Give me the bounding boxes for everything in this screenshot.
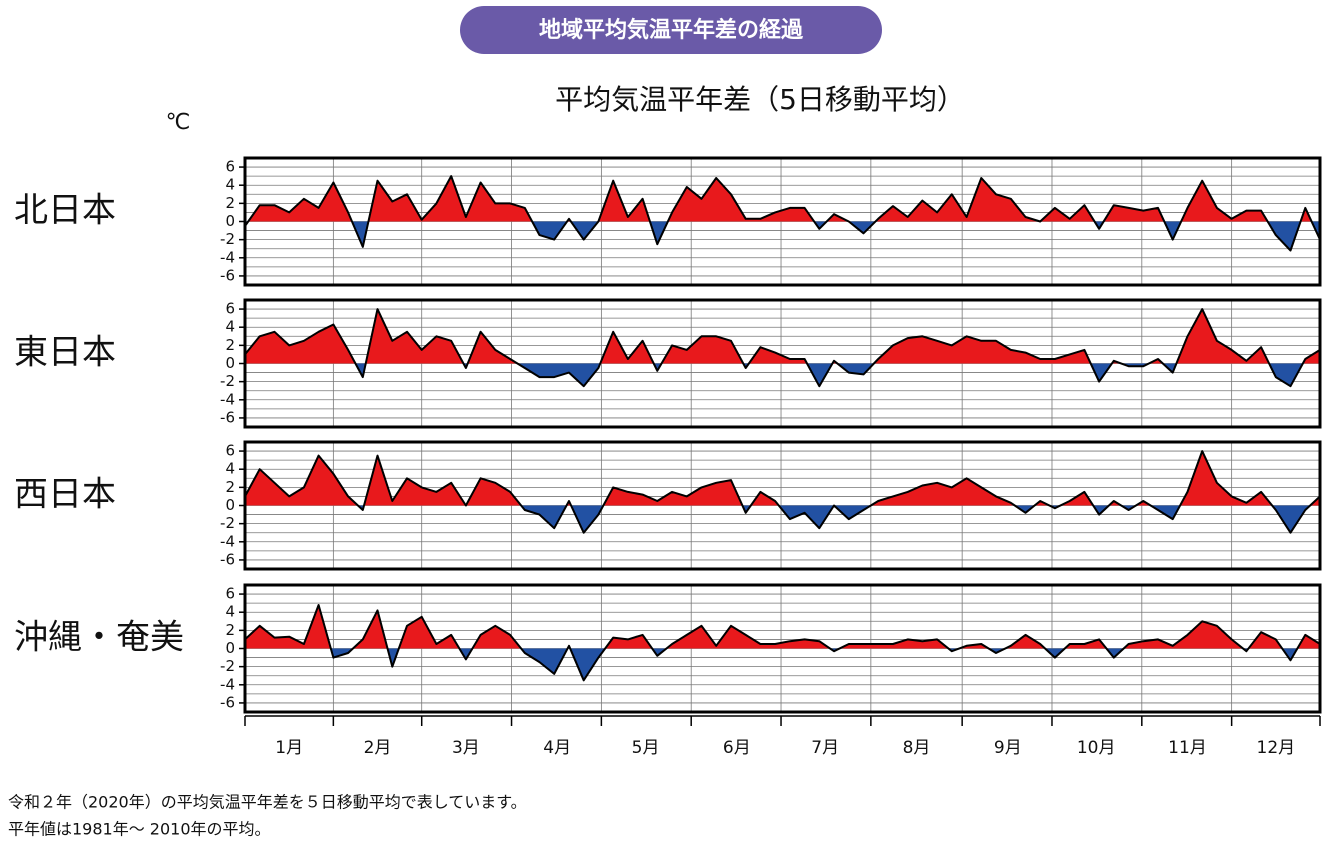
y-tick-label: 4 xyxy=(225,603,235,621)
y-tick-label: 2 xyxy=(225,336,235,354)
line xyxy=(244,308,1321,388)
panel-frame xyxy=(243,440,1322,571)
y-tick-label: -6 xyxy=(220,550,235,568)
x-tick-label: 7月 xyxy=(811,738,839,758)
panel-frame xyxy=(243,156,1322,287)
line xyxy=(244,450,1321,534)
y-tick-label: -2 xyxy=(220,514,235,532)
y-tick-label: 4 xyxy=(225,460,235,478)
y-tick-label: -4 xyxy=(220,532,235,550)
y-tick-label: -6 xyxy=(220,693,235,711)
panel-label: 沖縄・奄美 xyxy=(14,618,184,658)
line xyxy=(244,175,1321,252)
panel-label: 西日本 xyxy=(14,475,116,515)
area-positive xyxy=(245,451,1320,506)
y-tick-label: -4 xyxy=(220,390,235,408)
panel-label: 北日本 xyxy=(14,191,116,231)
header-title: 地域平均気温平年差の経過 xyxy=(539,17,804,43)
y-tick-label: -4 xyxy=(220,248,235,266)
area-positive xyxy=(245,605,1320,649)
y-tick-label: -6 xyxy=(220,408,235,426)
unit-label: ℃ xyxy=(166,110,191,135)
x-tick-label: 3月 xyxy=(452,738,480,758)
panel-frame xyxy=(243,298,1322,429)
y-tick-label: 6 xyxy=(225,300,235,318)
x-tick-label: 9月 xyxy=(994,738,1022,758)
y-tick-label: 2 xyxy=(225,621,235,639)
y-tick-label: 6 xyxy=(225,585,235,603)
x-tick-label: 6月 xyxy=(723,738,751,758)
y-tick-label: 0 xyxy=(225,212,235,230)
x-tick-label: 5月 xyxy=(632,738,660,758)
x-tick-label: 4月 xyxy=(543,738,571,758)
panel-frame xyxy=(243,583,1322,714)
y-tick-label: -4 xyxy=(220,675,235,693)
y-tick-label: 0 xyxy=(225,354,235,372)
area-positive xyxy=(245,309,1320,364)
y-tick-label: -2 xyxy=(220,657,235,675)
header-pill xyxy=(460,6,882,54)
y-tick-label: -2 xyxy=(220,230,235,248)
x-tick-label: 2月 xyxy=(364,738,392,758)
line xyxy=(244,604,1321,682)
y-tick-label: 6 xyxy=(225,158,235,176)
x-tick-label: 8月 xyxy=(903,738,931,758)
y-tick-label: 2 xyxy=(225,194,235,212)
footnote: 令和２年（2020年）の平均気温平年差を５日移動平均で表しています。 xyxy=(8,793,527,812)
footnote: 平年値は1981年〜 2010年の平均。 xyxy=(8,820,271,839)
x-tick-label: 12月 xyxy=(1257,738,1296,758)
y-tick-label: -6 xyxy=(220,266,235,284)
y-tick-label: 6 xyxy=(225,442,235,460)
x-tick-label: 11月 xyxy=(1168,738,1207,758)
y-tick-label: 0 xyxy=(225,496,235,514)
x-tick-label: 10月 xyxy=(1077,738,1116,758)
y-tick-label: 0 xyxy=(225,639,235,657)
y-tick-label: 4 xyxy=(225,176,235,194)
y-tick-label: -2 xyxy=(220,372,235,390)
x-tick-label: 1月 xyxy=(275,738,303,758)
y-tick-label: 2 xyxy=(225,478,235,496)
y-tick-label: 4 xyxy=(225,318,235,336)
area-positive xyxy=(245,176,1320,222)
panel-label: 東日本 xyxy=(14,333,116,373)
chart-title: 平均気温平年差（5日移動平均） xyxy=(555,83,965,116)
